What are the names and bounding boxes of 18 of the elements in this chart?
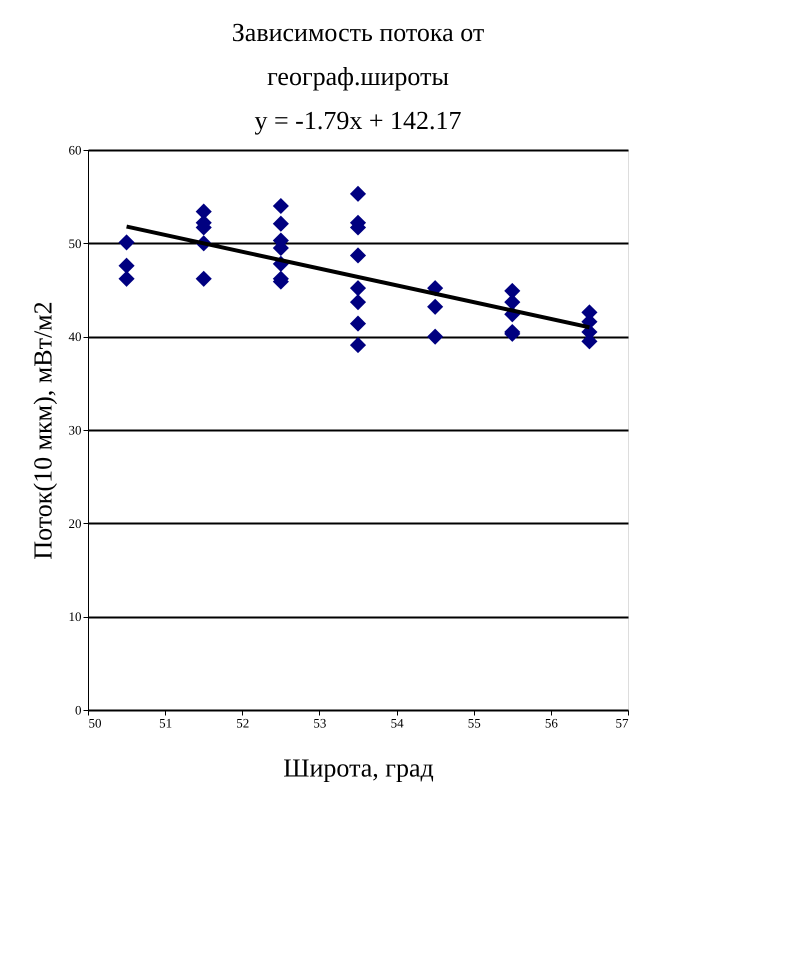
y-axis-title: Поток(10 мкм), мВт/м2 xyxy=(28,301,58,560)
text: y = -1.79x + 142.17 xyxy=(254,106,462,135)
y-tick-label: 10 xyxy=(68,609,82,624)
y-tick-label: 50 xyxy=(68,236,82,251)
x-tick-label: 54 xyxy=(390,716,404,730)
x-axis-title: Широта, град xyxy=(283,754,434,782)
y-tick-label: 20 xyxy=(68,516,82,531)
x-tick-label: 53 xyxy=(313,716,326,730)
x-tick-label: 50 xyxy=(88,716,102,730)
x-tick-label: 55 xyxy=(468,716,481,730)
y-tick-label: 30 xyxy=(68,422,82,438)
x-tick-label: 52 xyxy=(236,716,250,730)
y-tick-label: 40 xyxy=(68,329,82,344)
x-tick-label: 56 xyxy=(544,716,558,730)
x-tick-label: 57 xyxy=(616,716,629,730)
y-tick-label: 60 xyxy=(68,142,82,158)
y-tick-label: 0 xyxy=(75,702,82,718)
x-tick-label: 51 xyxy=(159,716,172,730)
